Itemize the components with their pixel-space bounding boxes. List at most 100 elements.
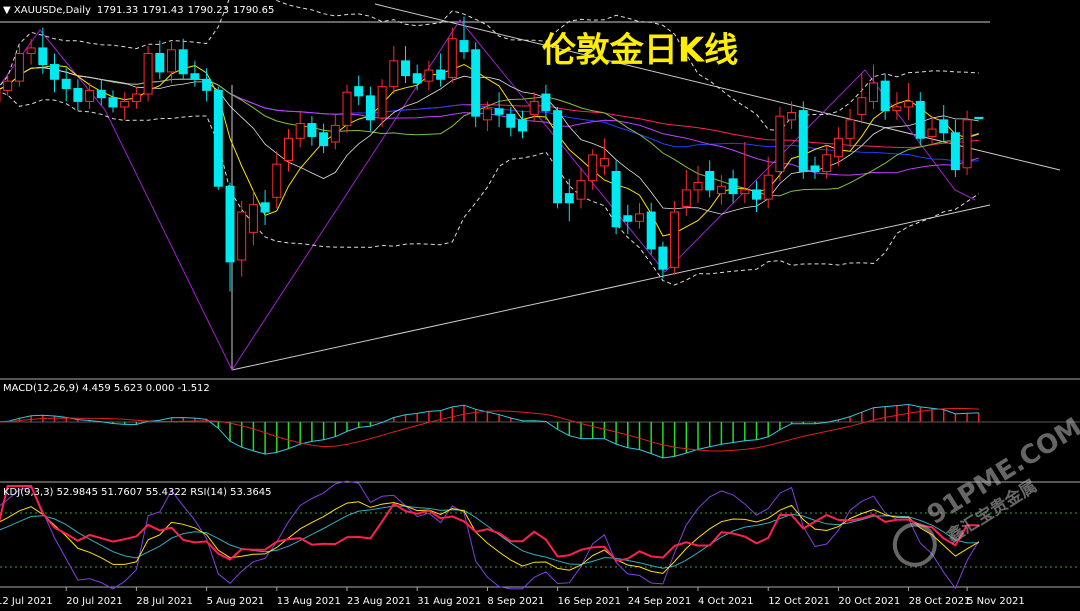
candle-body — [962, 119, 972, 169]
x-tick-label: 5 Aug 2021 — [207, 596, 265, 607]
candle-body — [3, 80, 13, 91]
candle-body — [143, 52, 153, 95]
indicator-header: KDJ(9,3,3) 52.9845 51.7607 55.4322 RSI(1… — [3, 487, 272, 498]
candle-body — [752, 189, 761, 200]
x-tick-label: 23 Aug 2021 — [347, 596, 411, 607]
candle-body — [635, 213, 644, 222]
candle-body — [14, 52, 24, 82]
candle-body — [319, 132, 329, 147]
last-open: 1791.33 — [97, 5, 138, 16]
macd-line — [0, 403, 979, 459]
candle-body — [260, 202, 270, 213]
candle-body — [61, 78, 71, 90]
x-tick-label: 28 Jul 2021 — [136, 596, 193, 607]
chart-title: 伦敦金日K线 — [542, 31, 738, 71]
candle-body — [354, 86, 364, 97]
candle-body — [506, 113, 516, 128]
candle-body — [436, 69, 446, 80]
candle-body — [716, 185, 726, 195]
candle-body — [904, 100, 914, 108]
candle-body — [845, 119, 855, 139]
candle-body — [833, 137, 843, 158]
candle-body — [225, 185, 235, 263]
candle-body — [880, 80, 890, 112]
candle-body — [857, 97, 867, 115]
candle-body — [412, 73, 422, 84]
candle-body — [401, 60, 410, 77]
candle-body — [611, 170, 621, 228]
signal-line — [0, 407, 979, 452]
candle-body — [120, 100, 130, 108]
candle-body — [810, 165, 820, 172]
candle-body — [330, 124, 340, 143]
candle-body — [646, 211, 656, 250]
candle-body — [365, 95, 375, 121]
last-close: 1790.65 — [233, 5, 274, 16]
candle-body — [459, 40, 469, 53]
candle-body — [588, 154, 598, 182]
candle-body — [482, 108, 492, 121]
x-tick-label: 12 Jul 2021 — [0, 596, 53, 607]
x-tick-label: 24 Sep 2021 — [628, 596, 691, 607]
candle-body — [342, 91, 352, 126]
x-tick-label: 8 Sep 2021 — [487, 596, 544, 607]
symbol: XAUUSDe,Daily — [14, 5, 91, 16]
x-tick-label: 20 Oct 2021 — [838, 596, 900, 607]
header: ▼ XAUUSDe,Daily 1791.33 1791.43 1790.23 1790… — [3, 5, 274, 16]
x-tick-label: 4 Oct 2021 — [698, 596, 753, 607]
candle-body — [202, 78, 212, 91]
candle-body — [518, 119, 527, 132]
candle-body — [447, 38, 457, 78]
candle-body — [950, 132, 960, 171]
candle-body — [190, 73, 200, 80]
kdj-k — [0, 501, 980, 574]
candle-body — [623, 215, 633, 222]
last-low: 1790.23 — [188, 5, 229, 16]
watermark-logo — [892, 522, 937, 567]
candle-body — [740, 189, 750, 195]
candle-body — [822, 154, 832, 172]
candle-body — [728, 178, 738, 195]
x-tick-label: 5 Nov 2021 — [967, 596, 1025, 607]
candle-body — [494, 108, 504, 115]
candle-body — [705, 170, 715, 191]
x-tick-label: 20 Jul 2021 — [66, 596, 123, 607]
candle-body — [424, 69, 434, 82]
candle-body — [248, 204, 258, 233]
candle-body — [541, 93, 551, 112]
candle-body — [775, 115, 785, 172]
zigzag — [0, 19, 976, 372]
x-tick-label: 28 Oct 2021 — [909, 596, 971, 607]
x-tick-label: 31 Aug 2021 — [417, 596, 481, 607]
candle-body — [108, 97, 118, 108]
candle-body — [213, 89, 223, 187]
last-high: 1791.43 — [142, 5, 183, 16]
candle-body — [599, 158, 609, 167]
trend-line — [231, 204, 991, 371]
candle-body — [670, 211, 680, 268]
candle-body — [155, 52, 165, 73]
candle-body — [178, 49, 188, 75]
candle-body — [693, 182, 703, 191]
candle-body — [798, 110, 808, 172]
bollinger-band — [0, 91, 980, 286]
kdj-d — [0, 505, 979, 569]
candle-body — [237, 211, 247, 261]
kdj-j — [0, 480, 980, 590]
header-icon: ▼ — [3, 5, 14, 16]
candle-body — [377, 86, 387, 119]
candle-body — [38, 47, 48, 66]
candle-body — [272, 163, 282, 198]
candle-body — [389, 60, 399, 88]
candle-body — [869, 82, 878, 102]
candle-body — [974, 116, 984, 120]
x-tick-label: 13 Aug 2021 — [277, 596, 341, 607]
candle-body — [167, 49, 176, 73]
moving-average — [0, 63, 979, 237]
candle-body — [96, 89, 106, 99]
candle-body — [307, 123, 317, 137]
rsi-line — [0, 485, 979, 562]
candle-body — [85, 89, 95, 102]
